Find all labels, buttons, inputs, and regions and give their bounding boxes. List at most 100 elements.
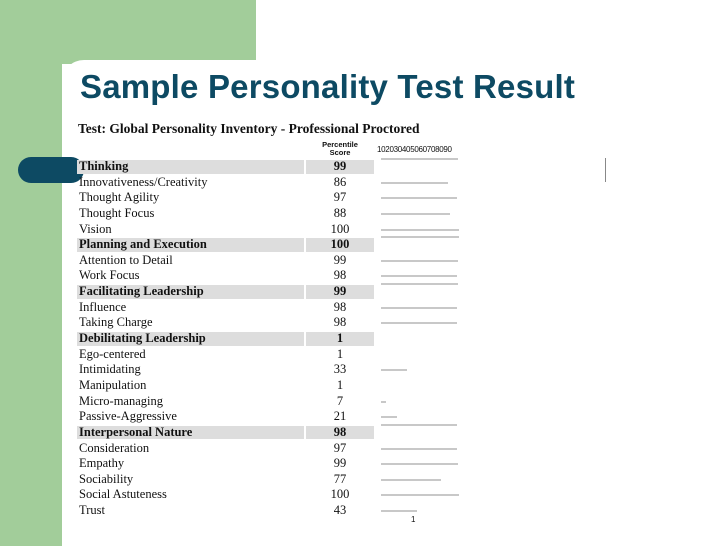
category-row: Facilitating Leadership 99: [77, 283, 458, 300]
row-label: Taking Charge: [79, 315, 153, 330]
row-label: Empathy: [79, 456, 125, 471]
score-bar: [381, 236, 459, 239]
row-score: 86: [333, 174, 347, 189]
score-bar: [381, 197, 457, 200]
row-score: 99: [333, 456, 347, 471]
row-score: 99: [333, 284, 347, 299]
row-score: 97: [333, 190, 347, 205]
category-row: Debilitating Leadership 1: [77, 331, 377, 347]
category-row: Interpersonal Nature 98: [77, 423, 457, 441]
table-row: Sociability 77: [77, 471, 441, 488]
row-label: Passive-Aggressive: [79, 409, 177, 424]
table-row: Work Focus 98: [77, 268, 457, 284]
row-label: Thinking: [79, 159, 129, 173]
score-bar: [381, 228, 459, 231]
score-bar: [381, 158, 458, 160]
score-bar: [381, 494, 459, 497]
score-bar: [381, 212, 450, 215]
row-label: Trust: [79, 503, 105, 518]
row-score: 1: [336, 331, 344, 346]
table-row: Innovativeness/Creativity 86: [77, 174, 448, 191]
row-score: 33: [333, 362, 347, 377]
row-label: Planning and Execution: [79, 237, 207, 252]
accent-pill-shape: [18, 157, 84, 183]
score-bar: [381, 478, 441, 481]
category-label-background: [77, 332, 304, 346]
row-score: 99: [333, 159, 347, 173]
row-score: 7: [336, 393, 344, 408]
footnote-bar: [381, 510, 417, 512]
scale-header: 102030405060708090: [377, 145, 452, 154]
score-bar: [381, 306, 457, 309]
score-bar: [381, 181, 448, 184]
row-label: Manipulation: [79, 377, 147, 392]
row-score: 98: [333, 424, 347, 439]
row-label: Intimidating: [79, 362, 141, 377]
row-label: Attention to Detail: [79, 252, 173, 267]
table-row: Manipulation 1: [77, 378, 377, 394]
row-label: Facilitating Leadership: [79, 284, 204, 299]
row-label: Sociability: [79, 471, 134, 486]
category-label-background: [77, 238, 304, 252]
row-score: 100: [330, 221, 350, 236]
background-accent-left: [0, 0, 62, 546]
row-label: Interpersonal Nature: [79, 424, 193, 439]
row-label: Vision: [79, 221, 112, 236]
percentile-score-header: Percentile Score: [306, 141, 374, 157]
row-label: Debilitating Leadership: [79, 331, 206, 346]
table-row: Consideration 97: [77, 440, 457, 457]
row-label: Thought Focus: [79, 205, 155, 220]
row-score: 97: [333, 440, 347, 455]
score-bar: [381, 463, 458, 466]
table-row: Attention to Detail 99: [77, 252, 458, 269]
row-score: 77: [333, 471, 347, 486]
percentile-header-line1: Percentile: [322, 140, 358, 149]
score-bar: [381, 400, 386, 403]
category-row: Thinking 99: [77, 158, 458, 175]
score-bar: [381, 416, 397, 419]
table-row: Thought Agility 97: [77, 190, 457, 206]
row-label: Ego-centered: [79, 346, 146, 361]
footnote: 1: [411, 515, 416, 524]
table-row: Taking Charge 98: [77, 315, 457, 331]
category-score-background: [306, 425, 374, 440]
table-row: Passive-Aggressive 21: [77, 409, 397, 425]
row-score: 1: [336, 346, 344, 361]
row-score: 43: [333, 503, 347, 518]
score-bar: [381, 275, 457, 278]
score-bar: [381, 369, 407, 372]
table-row: Micro-managing 7: [77, 393, 386, 410]
table-row: Social Astuteness 100: [77, 487, 459, 503]
percentile-header-line2: Score: [329, 148, 351, 157]
table-row: Ego-centered 1: [77, 347, 377, 363]
row-label: Influence: [79, 299, 127, 314]
row-score: 99: [333, 252, 347, 267]
row-label: Work Focus: [79, 268, 140, 283]
row-score: 98: [333, 299, 347, 314]
table-row: Vision 100: [77, 221, 459, 238]
category-label-background: [77, 425, 304, 440]
category-score-background: [306, 238, 374, 252]
results-table: Thinking 99 Innovativeness/Creativity 86 Tho…: [77, 158, 459, 519]
row-score: 100: [330, 237, 350, 252]
category-row: Planning and Execution 100: [77, 236, 459, 253]
category-score-background: [306, 160, 374, 174]
slide-title: Sample Personality Test Result: [80, 68, 576, 105]
row-label: Thought Agility: [79, 190, 160, 205]
row-label: Social Astuteness: [79, 487, 167, 502]
row-score: 100: [330, 487, 350, 502]
table-row: Empathy 99: [77, 456, 458, 472]
row-label: Innovativeness/Creativity: [79, 174, 208, 189]
row-label: Micro-managing: [79, 393, 164, 408]
category-score-background: [306, 285, 374, 299]
category-label-background: [77, 160, 304, 174]
score-bar: [381, 447, 457, 450]
row-score: 98: [333, 268, 347, 283]
table-row: Influence 98: [77, 299, 457, 316]
score-bar: [381, 283, 458, 286]
score-bar: [381, 259, 458, 262]
score-bar: [381, 322, 457, 325]
row-score: 21: [333, 409, 347, 424]
table-row: Intimidating 33: [77, 362, 407, 378]
row-score: 1: [336, 377, 344, 392]
